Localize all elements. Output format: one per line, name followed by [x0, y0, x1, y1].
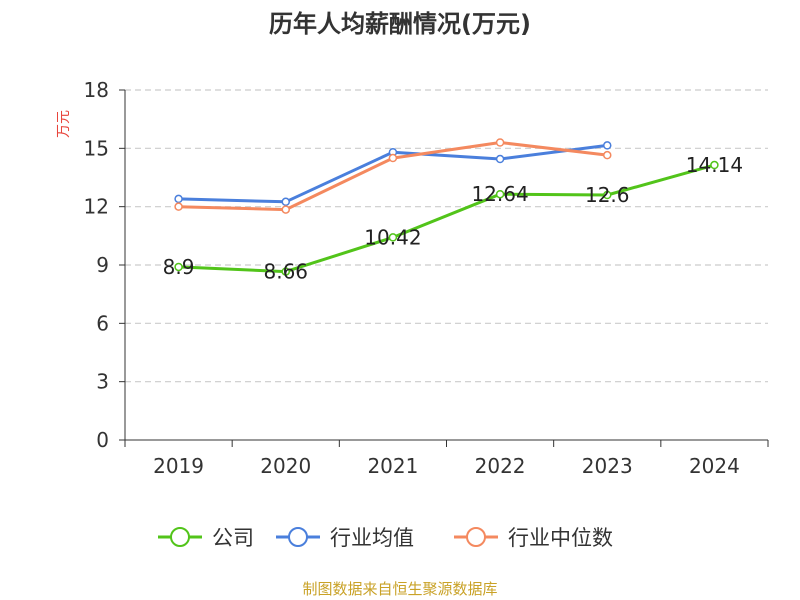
data-label: 12.64: [471, 182, 528, 206]
y-tick-label: 18: [84, 78, 109, 102]
x-tick-label: 2022: [475, 454, 526, 478]
x-tick-label: 2020: [260, 454, 311, 478]
data-label: 12.6: [585, 183, 630, 207]
data-point: [174, 202, 183, 211]
legend-label: 公司: [212, 526, 254, 550]
legend-item[interactable]: 行业均值: [276, 526, 414, 550]
source-note: 制图数据来自恒生聚源数据库: [302, 580, 497, 598]
x-tick-label: 2021: [367, 454, 418, 478]
data-point: [174, 194, 183, 204]
data-point: [388, 153, 398, 163]
y-tick-label: 6: [96, 311, 109, 335]
series-lines: [174, 138, 719, 276]
data-label: 14.14: [686, 153, 743, 177]
x-tick-label: 2024: [689, 454, 740, 478]
chart-title: 历年人均薪酬情况(万元): [269, 10, 531, 38]
x-tick-label: 2023: [582, 454, 633, 478]
legend-marker: [288, 527, 308, 547]
y-tick-label: 0: [96, 428, 109, 452]
grid-lines: [125, 89, 768, 383]
data-point: [495, 154, 505, 164]
legend-label: 行业中位数: [508, 526, 613, 550]
data-point: [603, 190, 612, 200]
data-point: [495, 189, 505, 199]
y-axis-label: 万元: [56, 110, 72, 138]
legend[interactable]: 公司 行业均值 行业中位数: [158, 526, 613, 550]
y-tick-label: 9: [96, 253, 109, 277]
data-point: [281, 267, 290, 276]
data-label: 8.9: [163, 255, 195, 279]
legend-item[interactable]: 行业中位数: [454, 526, 613, 550]
data-point: [281, 197, 290, 207]
data-point: [603, 150, 612, 160]
data-point: [710, 160, 719, 170]
data-labels: 8.9 8.66 10.42 12.64 12.6 14.14: [163, 153, 743, 284]
x-tick-label: 2019: [153, 454, 204, 478]
legend-item[interactable]: 公司: [158, 526, 254, 550]
data-label: 8.66: [263, 260, 308, 284]
data-point: [495, 138, 505, 147]
data-point: [281, 205, 290, 214]
y-tick-label: 3: [96, 370, 109, 394]
data-point: [388, 233, 398, 242]
data-point: [174, 262, 183, 272]
data-label: 10.42: [364, 225, 421, 249]
axes: 0 3 6 9 12 15 18 2019 2020 2021 2022 2023 2024: [84, 78, 769, 478]
series-line: [178, 163, 715, 274]
y-tick-label: 15: [84, 136, 109, 160]
legend-label: 行业均值: [330, 526, 414, 550]
legend-marker: [466, 527, 486, 547]
legend-marker: [170, 527, 190, 547]
data-point: [603, 141, 612, 150]
y-tick-label: 12: [84, 195, 109, 219]
